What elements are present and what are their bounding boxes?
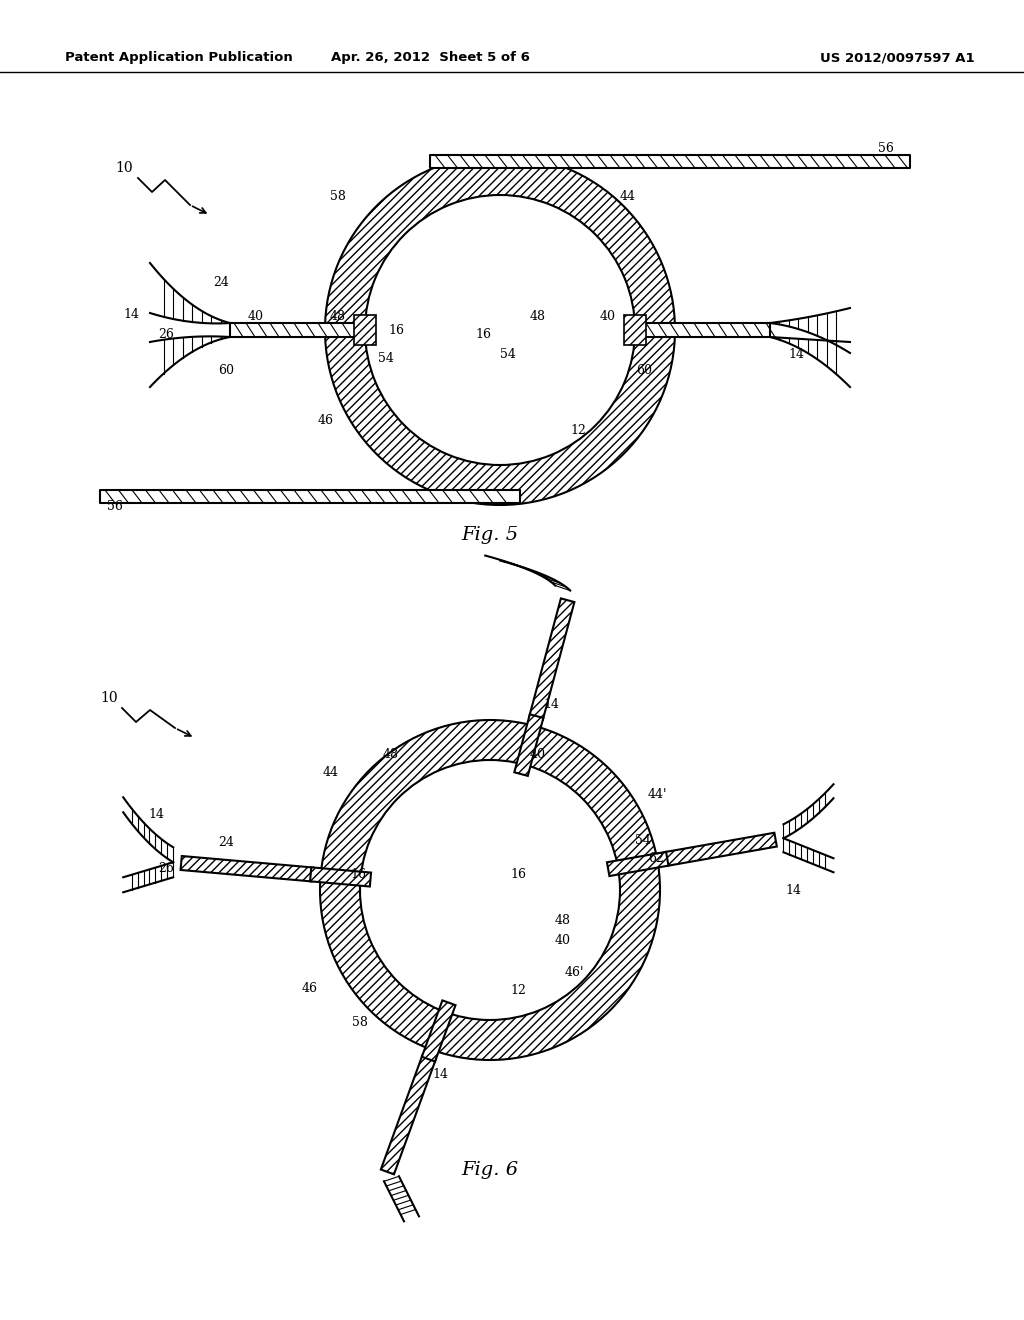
- Polygon shape: [529, 598, 574, 719]
- Text: 48: 48: [383, 748, 399, 762]
- Text: 16: 16: [475, 329, 490, 342]
- Polygon shape: [381, 1055, 435, 1175]
- Polygon shape: [180, 855, 313, 882]
- Text: Apr. 26, 2012  Sheet 5 of 6: Apr. 26, 2012 Sheet 5 of 6: [331, 51, 529, 65]
- Text: 60: 60: [218, 363, 234, 376]
- Text: 44': 44': [648, 788, 668, 801]
- Polygon shape: [514, 714, 544, 776]
- Text: 58: 58: [330, 190, 346, 202]
- Text: Fig. 6: Fig. 6: [462, 1162, 518, 1179]
- Text: 14: 14: [788, 348, 804, 362]
- Text: 12: 12: [510, 983, 526, 997]
- Text: 16: 16: [510, 869, 526, 882]
- Text: 26: 26: [158, 862, 174, 874]
- Text: 62: 62: [648, 851, 664, 865]
- Text: 10: 10: [100, 690, 118, 705]
- Text: 44: 44: [323, 766, 339, 779]
- Text: 14: 14: [148, 808, 164, 821]
- Text: 58: 58: [352, 1015, 368, 1028]
- Text: 24: 24: [213, 276, 229, 289]
- Text: 44: 44: [620, 190, 636, 202]
- Text: 14: 14: [785, 883, 801, 896]
- Text: 48: 48: [330, 309, 346, 322]
- Text: 14: 14: [123, 309, 139, 322]
- Polygon shape: [422, 1001, 456, 1061]
- Text: 24: 24: [218, 836, 233, 849]
- Text: 54: 54: [635, 833, 651, 846]
- Text: 40: 40: [600, 309, 616, 322]
- Polygon shape: [665, 833, 777, 866]
- Text: 14: 14: [543, 698, 559, 711]
- Polygon shape: [310, 867, 371, 887]
- Text: 16: 16: [350, 869, 366, 882]
- Text: 56: 56: [106, 499, 123, 512]
- Text: 54: 54: [378, 351, 394, 364]
- Text: 40: 40: [248, 309, 264, 322]
- Text: 56: 56: [878, 141, 894, 154]
- Text: 40: 40: [555, 933, 571, 946]
- Text: 46: 46: [318, 413, 334, 426]
- Text: US 2012/0097597 A1: US 2012/0097597 A1: [820, 51, 975, 65]
- Text: Fig. 5: Fig. 5: [462, 525, 518, 544]
- Text: 40: 40: [530, 748, 546, 762]
- Text: 48: 48: [555, 913, 571, 927]
- Text: 46: 46: [302, 982, 318, 994]
- Polygon shape: [607, 851, 669, 876]
- Text: 26: 26: [158, 329, 174, 342]
- Text: Patent Application Publication: Patent Application Publication: [65, 51, 293, 65]
- Text: 54: 54: [500, 348, 516, 362]
- Text: 60: 60: [636, 363, 652, 376]
- Text: 48: 48: [530, 309, 546, 322]
- Bar: [624, 315, 646, 345]
- Bar: [354, 315, 376, 345]
- Text: 14: 14: [432, 1068, 449, 1081]
- Text: 46': 46': [565, 965, 585, 978]
- Text: 12: 12: [570, 424, 586, 437]
- Text: 10: 10: [115, 161, 133, 176]
- Text: 16: 16: [388, 323, 404, 337]
